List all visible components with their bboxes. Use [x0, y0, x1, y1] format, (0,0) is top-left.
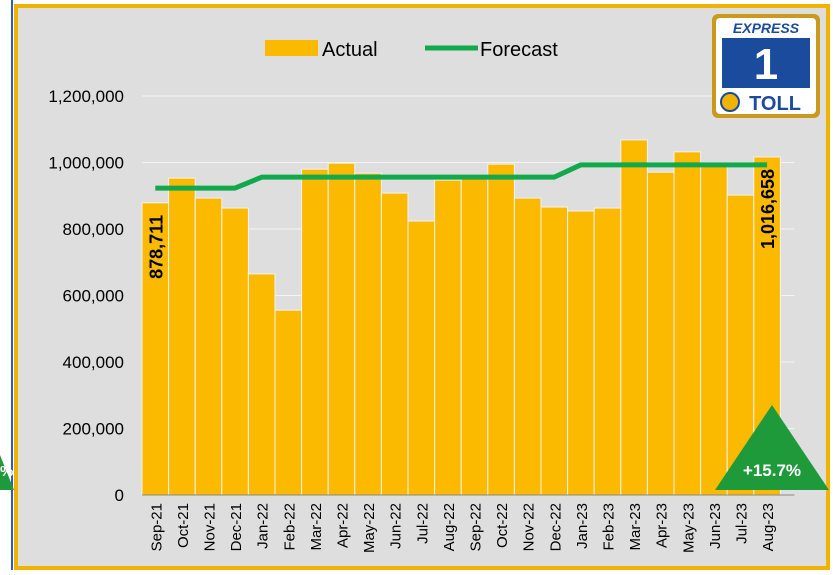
- x-tick-label: Dec-21: [228, 503, 245, 551]
- x-tick-label: Apr-22: [335, 503, 352, 548]
- bar: [327, 162, 356, 496]
- logo-number: 1: [754, 40, 778, 89]
- x-tick-label: Nov-21: [202, 503, 219, 551]
- x-tick-label: Dec-22: [547, 503, 564, 551]
- x-tick-label: Apr-23: [654, 503, 671, 548]
- bar: [194, 197, 223, 496]
- x-tick-label: Sep-22: [468, 503, 485, 551]
- bar: [513, 197, 542, 496]
- bar: [567, 210, 595, 496]
- x-tick-label: Jan-23: [574, 503, 591, 549]
- logo-star: [720, 92, 740, 112]
- bar: [221, 207, 249, 496]
- x-tick-label: Mar-22: [308, 503, 325, 551]
- legend-label: Actual: [322, 39, 378, 61]
- bar: [274, 309, 303, 496]
- x-tick-label: Jul-23: [734, 503, 751, 544]
- x-tick-label: Aug-22: [441, 503, 458, 551]
- y-tick-label: 1,000,000: [48, 154, 124, 173]
- y-tick-label: 0: [115, 486, 124, 505]
- bar: [434, 179, 462, 496]
- bar: [620, 139, 648, 496]
- legend-swatch: [265, 40, 318, 56]
- x-tick-label: Oct-22: [494, 503, 511, 548]
- bar: [354, 172, 382, 496]
- bar: [593, 207, 622, 496]
- logo-top: EXPRESS: [733, 20, 800, 36]
- x-tick-label: May-22: [361, 503, 378, 553]
- logo-bottom: TOLL: [749, 93, 801, 115]
- x-tick-label: Feb-22: [281, 503, 298, 551]
- neighbor-label: %: [0, 463, 13, 480]
- x-tick-label: Mar-23: [627, 503, 644, 551]
- plot: 0 200,000 400,000 600,000 800,000 1,000,000 1,…: [48, 39, 795, 553]
- x-tick-label: Nov-22: [521, 503, 538, 551]
- legend-label: Forecast: [480, 39, 558, 61]
- bar: [487, 163, 515, 496]
- x-tick-label: Jul-22: [414, 503, 431, 544]
- bar: [673, 151, 702, 496]
- y-tick-label: 200,000: [63, 420, 124, 439]
- bar: [168, 177, 196, 496]
- x-tick-label: Jan-22: [255, 503, 272, 549]
- bar: [646, 171, 675, 496]
- x-tick-label: Jun-22: [388, 503, 405, 549]
- neighbor-triangle: [0, 455, 14, 490]
- logo-square: [722, 38, 810, 88]
- y-tick-label: 400,000: [63, 353, 124, 372]
- bar: [247, 273, 276, 496]
- change-label: +15.7%: [743, 461, 801, 480]
- change-triangle: [715, 405, 829, 490]
- y-tick-label: 1,200,000: [48, 87, 124, 106]
- y-tick-label: 600,000: [63, 287, 124, 306]
- x-tick-label: Feb-23: [601, 503, 618, 551]
- data-label: 1,016,658: [758, 169, 778, 249]
- bar: [700, 164, 728, 496]
- x-tick-label: Aug-23: [760, 503, 777, 551]
- x-tick-label: Oct-21: [175, 503, 192, 548]
- bar: [301, 168, 329, 496]
- y-tick-label: 800,000: [63, 220, 124, 239]
- x-tick-label: Sep-21: [148, 503, 165, 551]
- x-tick-label: Jun-23: [707, 503, 724, 549]
- bar: [380, 192, 409, 496]
- bar: [540, 206, 569, 496]
- x-tick-label: May-23: [680, 503, 697, 553]
- forecast-line: [155, 162, 768, 191]
- bar: [407, 220, 436, 496]
- bar: [460, 176, 489, 496]
- data-label: 878,711: [146, 215, 166, 279]
